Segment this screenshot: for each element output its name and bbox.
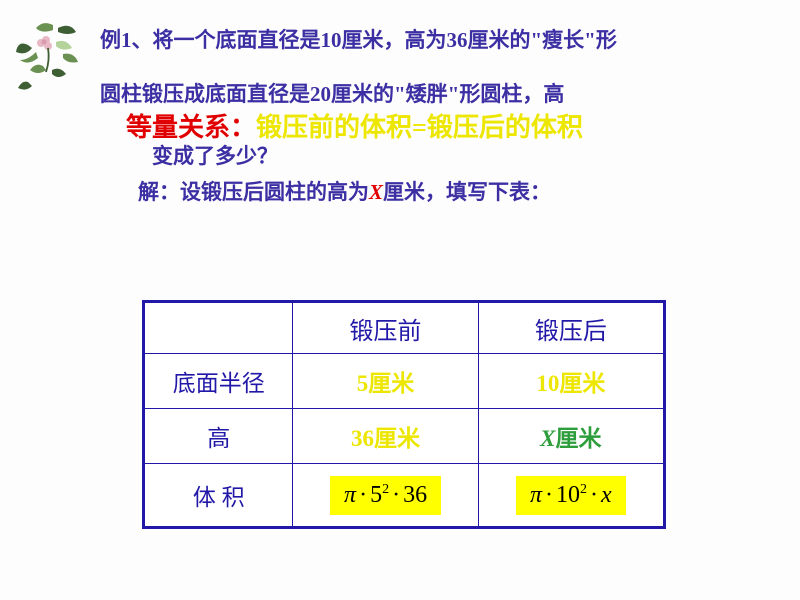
header-empty: [145, 303, 293, 354]
radius-label: 底面半径: [145, 354, 293, 409]
content-area: 例1、将一个底面直径是10厘米，高为36厘米的"瘦长"形 圆柱锻压成底面直径是2…: [100, 26, 760, 206]
equality-relation: 等量关系：锻压前的体积=锻压后的体积: [100, 107, 760, 144]
radius-after: 10厘米: [478, 354, 663, 409]
header-after: 锻压后: [478, 303, 663, 354]
data-table: 锻压前 锻压后 底面半径 5厘米 10厘米 高 36厘米 X厘米 体 积 π·5…: [142, 300, 666, 529]
variable-x: X: [369, 180, 383, 204]
formula-before: π·52·36: [330, 476, 441, 515]
header-before: 锻压前: [293, 303, 478, 354]
radius-before: 5厘米: [293, 354, 478, 409]
solution-line: 解：设锻压后圆柱的高为X厘米，填写下表：: [100, 176, 760, 206]
volume-before: π·52·36: [293, 464, 478, 527]
volume-label: 体 积: [145, 464, 293, 527]
table-row-height: 高 36厘米 X厘米: [145, 409, 664, 464]
height-label: 高: [145, 409, 293, 464]
table-row-header: 锻压前 锻压后: [145, 303, 664, 354]
problem-line2: 圆柱锻压成底面直径是20厘米的"矮胖"形圆柱，高: [100, 80, 760, 108]
height-after: X厘米: [478, 409, 663, 464]
question-line: 变成了多少？: [100, 140, 760, 170]
table-row-radius: 底面半径 5厘米 10厘米: [145, 354, 664, 409]
formula-after: π·102·x: [516, 476, 626, 515]
equality-value: 锻压前的体积=锻压后的体积: [256, 113, 583, 142]
height-before: 36厘米: [293, 409, 478, 464]
problem-line1: 例1、将一个底面直径是10厘米，高为36厘米的"瘦长"形: [100, 26, 760, 54]
table-row-volume: 体 积 π·52·36 π·102·x: [145, 464, 664, 527]
volume-after: π·102·x: [478, 464, 663, 527]
floral-decoration-top-left: [8, 10, 98, 100]
